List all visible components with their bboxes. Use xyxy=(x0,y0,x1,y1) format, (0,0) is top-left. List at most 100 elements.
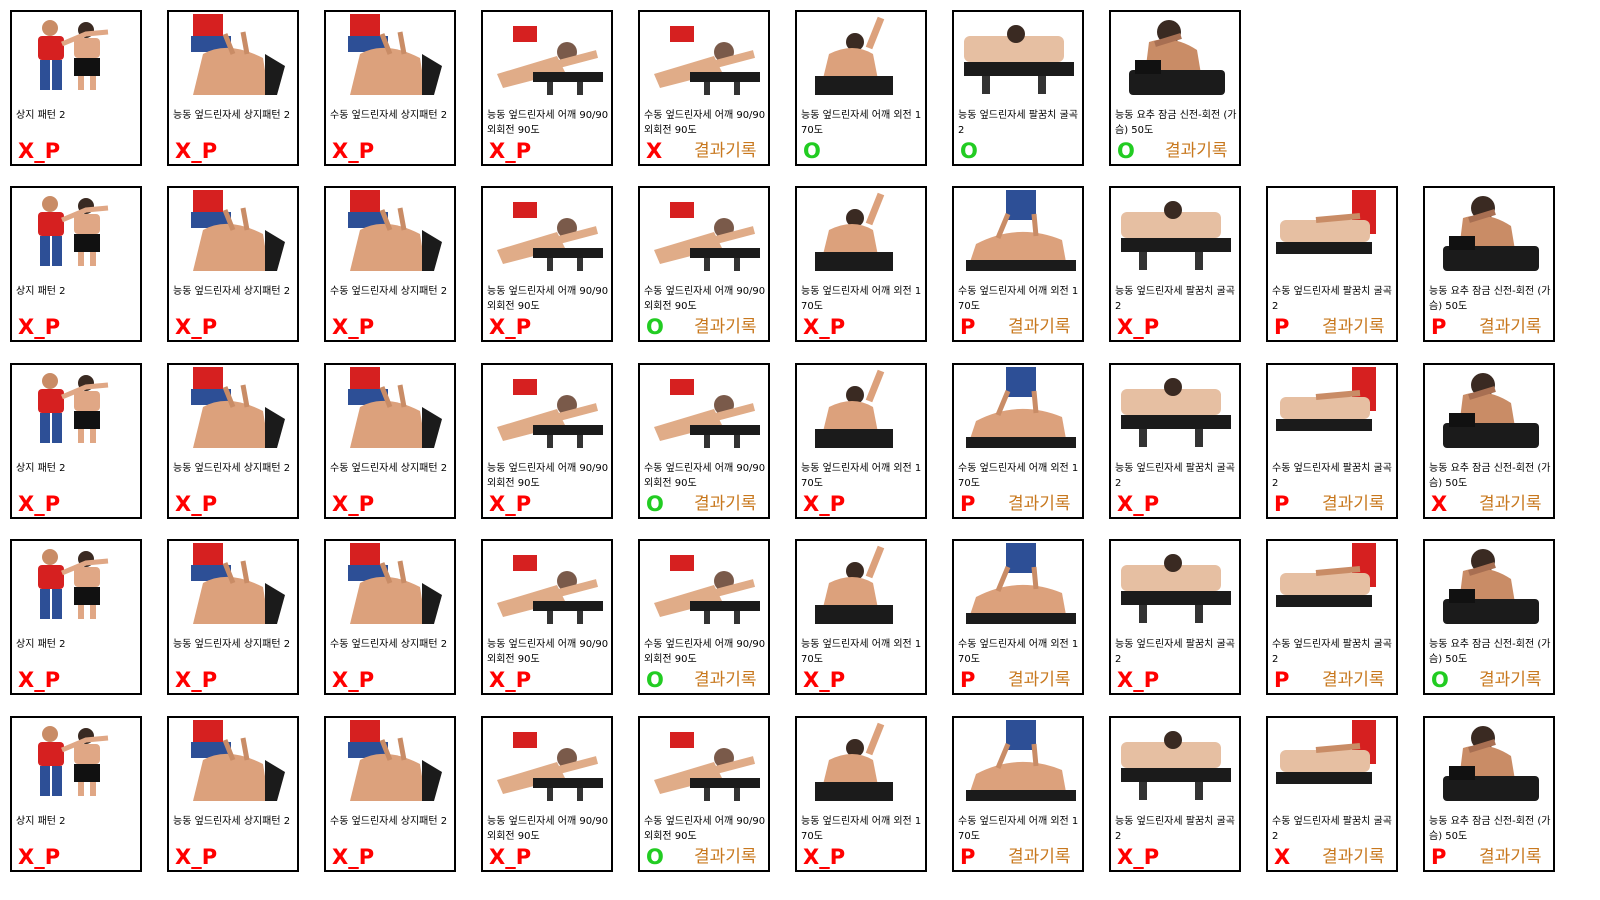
exercise-card[interactable]: 능동 엎드린자세 상지패턴 2 X_P xyxy=(167,186,299,342)
result-record-link[interactable]: 결과기록 xyxy=(694,141,757,161)
exercise-card[interactable]: 수동 엎드린자세 어깨 90/90 외회전 90도 O 결과기록 xyxy=(638,539,770,695)
result-record-link[interactable]: 결과기록 xyxy=(1008,847,1071,867)
prone-elbow-photo xyxy=(958,14,1080,95)
prone-upper-pattern-photo xyxy=(173,14,295,95)
exercise-card[interactable]: 능동 엎드린자세 어깨 90/90 외회전 90도 X_P xyxy=(481,539,613,695)
status-mark: P xyxy=(1274,668,1290,692)
result-record-link[interactable]: 결과기록 xyxy=(1008,670,1071,690)
lumbar-lock-photo xyxy=(1429,190,1551,271)
status-mark: O xyxy=(803,139,821,163)
status-mark: X_P xyxy=(489,492,532,516)
exercise-card[interactable]: 능동 엎드린자세 어깨 외전 170도 X_P xyxy=(795,716,927,872)
exercise-card[interactable]: 수동 엎드린자세 팔꿈치 굴곡2 X 결과기록 xyxy=(1266,716,1398,872)
exercise-card[interactable]: 능동 엎드린자세 팔꿈치 굴곡2 X_P xyxy=(1109,539,1241,695)
status-mark: X_P xyxy=(803,845,846,869)
result-record-link[interactable]: 결과기록 xyxy=(1322,494,1385,514)
exercise-card[interactable]: 능동 요추 잠금 신전-회전 (가슴) 50도 O 결과기록 xyxy=(1109,10,1241,166)
exercise-card[interactable]: 능동 엎드린자세 상지패턴 2 X_P xyxy=(167,716,299,872)
exercise-card[interactable]: 능동 요추 잠금 신전-회전 (가슴) 50도 X 결과기록 xyxy=(1423,363,1555,519)
status-mark: X xyxy=(1274,845,1291,869)
exercise-card[interactable]: 능동 엎드린자세 어깨 90/90 외회전 90도 X_P xyxy=(481,363,613,519)
exercise-card[interactable]: 능동 엎드린자세 어깨 외전 170도 O xyxy=(795,10,927,166)
exercise-card[interactable]: 수동 엎드린자세 어깨 90/90 외회전 90도 X 결과기록 xyxy=(638,10,770,166)
exercise-card[interactable]: 수동 엎드린자세 팔꿈치 굴곡2 P 결과기록 xyxy=(1266,186,1398,342)
status-mark: X_P xyxy=(489,315,532,339)
exercise-card[interactable]: 수동 엎드린자세 팔꿈치 굴곡2 P 결과기록 xyxy=(1266,363,1398,519)
passive-elbow-photo xyxy=(1272,543,1394,624)
status-mark: X_P xyxy=(18,492,61,516)
exercise-caption: 수동 엎드린자세 상지패턴 2 xyxy=(330,639,448,650)
result-record-link[interactable]: 결과기록 xyxy=(1479,494,1542,514)
exercise-caption: 수동 엎드린자세 어깨 외전 170도 xyxy=(958,816,1079,842)
exercise-card[interactable]: 상지 패턴 2 X_P xyxy=(10,539,142,695)
result-record-link[interactable]: 결과기록 xyxy=(1479,847,1542,867)
exercise-card[interactable]: 수동 엎드린자세 어깨 외전 170도 P 결과기록 xyxy=(952,716,1084,872)
exercise-card[interactable]: 능동 엎드린자세 팔꿈치 굴곡2 X_P xyxy=(1109,186,1241,342)
exercise-card[interactable]: 능동 엎드린자세 어깨 외전 170도 X_P xyxy=(795,363,927,519)
result-record-link[interactable]: 결과기록 xyxy=(694,494,757,514)
exercise-card[interactable]: 능동 엎드린자세 어깨 90/90 외회전 90도 X_P xyxy=(481,186,613,342)
exercise-card[interactable]: 능동 엎드린자세 상지패턴 2 X_P xyxy=(167,539,299,695)
exercise-card[interactable]: 수동 엎드린자세 상지패턴 2 X_P xyxy=(324,716,456,872)
result-record-link[interactable]: 결과기록 xyxy=(1008,494,1071,514)
exercise-card[interactable]: 능동 요추 잠금 신전-회전 (가슴) 50도 O 결과기록 xyxy=(1423,539,1555,695)
exercise-card[interactable]: 능동 엎드린자세 어깨 90/90 외회전 90도 X_P xyxy=(481,716,613,872)
exercise-caption: 수동 엎드린자세 상지패턴 2 xyxy=(330,816,448,827)
prone-rotation-photo xyxy=(487,720,609,801)
exercise-card[interactable]: 능동 요추 잠금 신전-회전 (가슴) 50도 P 결과기록 xyxy=(1423,716,1555,872)
result-record-link[interactable]: 결과기록 xyxy=(1479,317,1542,337)
status-mark: P xyxy=(1431,315,1447,339)
exercise-card[interactable]: 수동 엎드린자세 상지패턴 2 X_P xyxy=(324,186,456,342)
result-record-link[interactable]: 결과기록 xyxy=(694,317,757,337)
status-mark: P xyxy=(960,315,976,339)
shoulder-pattern-standing-photo xyxy=(16,14,138,95)
status-mark: X_P xyxy=(489,845,532,869)
passive-elbow-photo xyxy=(1272,367,1394,448)
exercise-card[interactable]: 능동 엎드린자세 상지패턴 2 X_P xyxy=(167,10,299,166)
result-record-link[interactable]: 결과기록 xyxy=(1008,317,1071,337)
result-record-link[interactable]: 결과기록 xyxy=(694,847,757,867)
exercise-card[interactable]: 능동 엎드린자세 어깨 외전 170도 X_P xyxy=(795,539,927,695)
exercise-card[interactable]: 능동 엎드린자세 어깨 90/90 외회전 90도 X_P xyxy=(481,10,613,166)
shoulder-pattern-standing-photo xyxy=(16,720,138,801)
exercise-card[interactable]: 수동 엎드린자세 어깨 외전 170도 P 결과기록 xyxy=(952,186,1084,342)
exercise-card[interactable]: 능동 엎드린자세 팔꿈치 굴곡2 X_P xyxy=(1109,716,1241,872)
result-record-link[interactable]: 결과기록 xyxy=(1479,670,1542,690)
exercise-card[interactable]: 수동 엎드린자세 어깨 90/90 외회전 90도 O 결과기록 xyxy=(638,716,770,872)
exercise-card[interactable]: 수동 엎드린자세 상지패턴 2 X_P xyxy=(324,539,456,695)
exercise-card[interactable]: 상지 패턴 2 X_P xyxy=(10,716,142,872)
exercise-card[interactable]: 능동 요추 잠금 신전-회전 (가슴) 50도 P 결과기록 xyxy=(1423,186,1555,342)
prone-elbow-photo xyxy=(1115,190,1237,271)
exercise-caption: 수동 엎드린자세 어깨 외전 170도 xyxy=(958,639,1079,665)
exercise-caption: 능동 엎드린자세 팔꿈치 굴곡2 xyxy=(1115,816,1235,842)
exercise-card[interactable]: 상지 패턴 2 X_P xyxy=(10,363,142,519)
result-record-link[interactable]: 결과기록 xyxy=(1165,141,1228,161)
exercise-card[interactable]: 상지 패턴 2 X_P xyxy=(10,10,142,166)
exercise-card[interactable]: 능동 엎드린자세 팔꿈치 굴곡2 O xyxy=(952,10,1084,166)
exercise-caption: 능동 엎드린자세 어깨 90/90 외회전 90도 xyxy=(487,816,609,842)
exercise-card[interactable]: 능동 엎드린자세 어깨 외전 170도 X_P xyxy=(795,186,927,342)
exercise-card[interactable]: 능동 엎드린자세 상지패턴 2 X_P xyxy=(167,363,299,519)
status-mark: O xyxy=(960,139,978,163)
exercise-card[interactable]: 능동 엎드린자세 팔꿈치 굴곡2 X_P xyxy=(1109,363,1241,519)
result-record-link[interactable]: 결과기록 xyxy=(694,670,757,690)
status-mark: X xyxy=(646,139,663,163)
prone-abduction-photo xyxy=(801,190,923,271)
prone-rotation-photo xyxy=(644,543,766,624)
exercise-caption: 능동 엎드린자세 팔꿈치 굴곡2 xyxy=(1115,639,1235,665)
exercise-card[interactable]: 상지 패턴 2 X_P xyxy=(10,186,142,342)
result-record-link[interactable]: 결과기록 xyxy=(1322,317,1385,337)
exercise-card[interactable]: 수동 엎드린자세 어깨 외전 170도 P 결과기록 xyxy=(952,539,1084,695)
exercise-card[interactable]: 수동 엎드린자세 어깨 90/90 외회전 90도 O 결과기록 xyxy=(638,186,770,342)
exercise-caption: 능동 요추 잠금 신전-회전 (가슴) 50도 xyxy=(1115,110,1237,136)
exercise-caption: 능동 요추 잠금 신전-회전 (가슴) 50도 xyxy=(1429,639,1551,665)
result-record-link[interactable]: 결과기록 xyxy=(1322,847,1385,867)
exercise-card[interactable]: 수동 엎드린자세 팔꿈치 굴곡2 P 결과기록 xyxy=(1266,539,1398,695)
exercise-card[interactable]: 수동 엎드린자세 어깨 90/90 외회전 90도 O 결과기록 xyxy=(638,363,770,519)
exercise-card[interactable]: 수동 엎드린자세 상지패턴 2 X_P xyxy=(324,10,456,166)
prone-abduction-photo xyxy=(801,543,923,624)
result-record-link[interactable]: 결과기록 xyxy=(1322,670,1385,690)
exercise-card[interactable]: 수동 엎드린자세 상지패턴 2 X_P xyxy=(324,363,456,519)
exercise-card[interactable]: 수동 엎드린자세 어깨 외전 170도 P 결과기록 xyxy=(952,363,1084,519)
exercise-caption: 능동 엎드린자세 상지패턴 2 xyxy=(173,110,291,121)
